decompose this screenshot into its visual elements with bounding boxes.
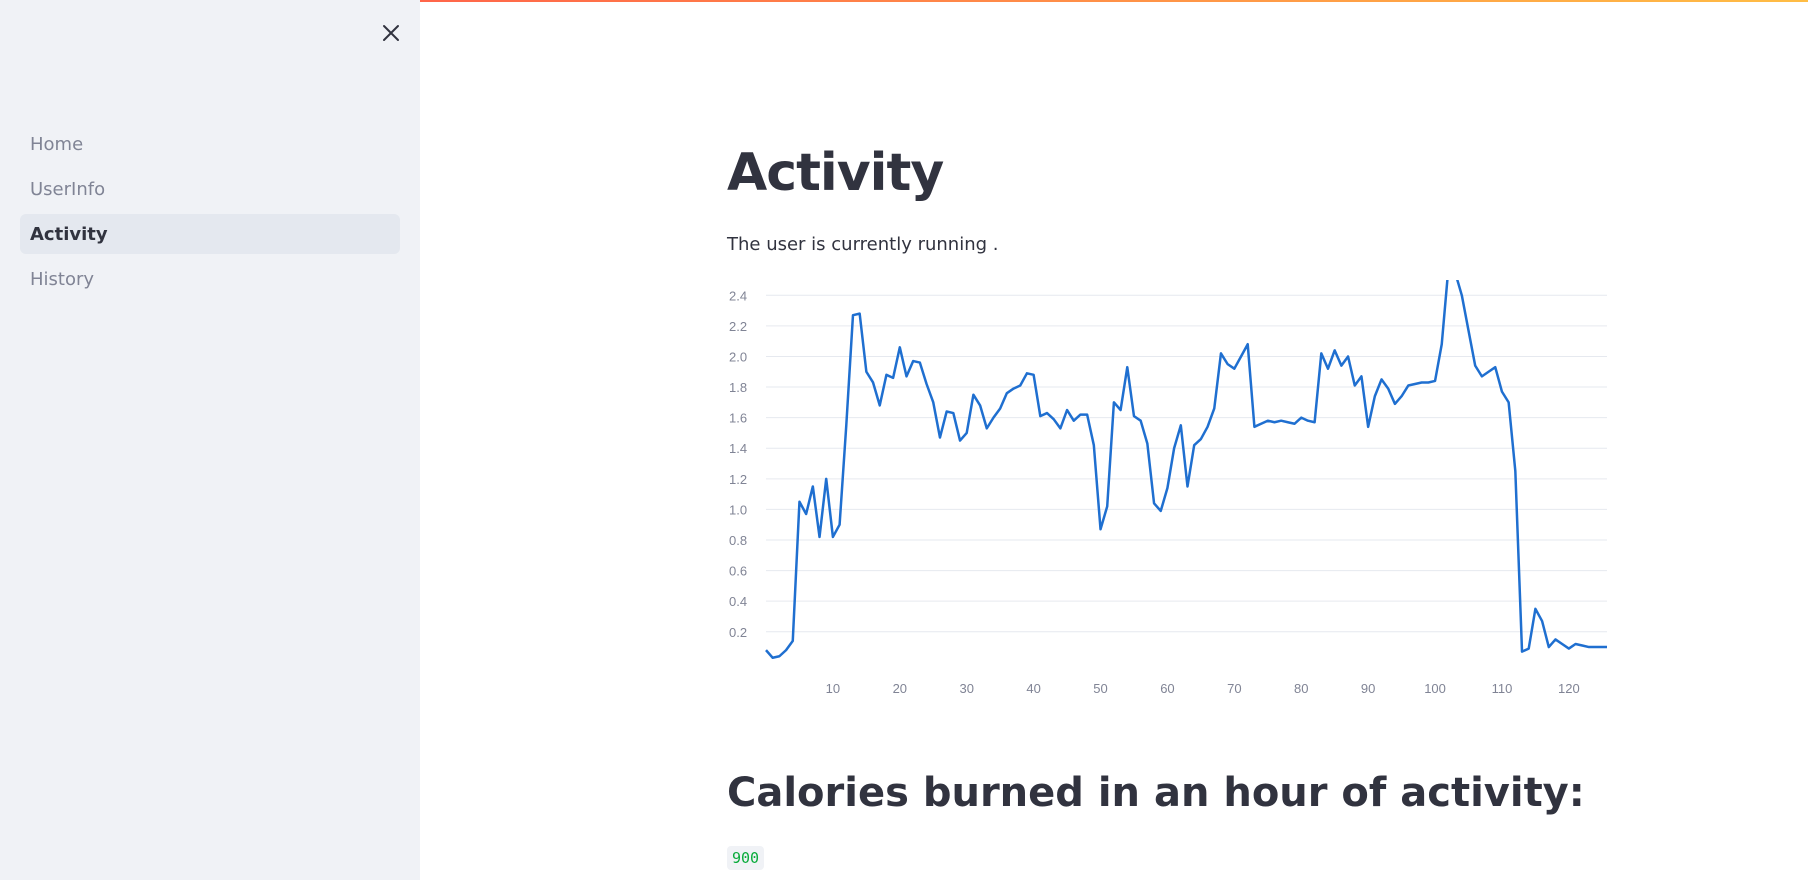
- calories-heading: Calories burned in an hour of activity:: [727, 770, 1585, 816]
- activity-status-text: The user is currently running .: [727, 234, 999, 255]
- x-tick-label: 50: [1093, 681, 1107, 696]
- series-line: [765, 280, 1607, 660]
- y-tick-label: 2.4: [729, 288, 747, 303]
- x-axis: 10 20 30 40 50 60 70 80 90 100 110 120: [826, 681, 1580, 696]
- close-sidebar-button[interactable]: [376, 18, 406, 48]
- x-tick-label: 40: [1026, 681, 1040, 696]
- sidebar-item-label: UserInfo: [30, 178, 106, 200]
- sidebar-item-label: Activity: [30, 223, 108, 245]
- page-title: Activity: [727, 143, 944, 203]
- y-axis: 0.2 0.4 0.6 0.8 1.0 1.2 1.4 1.6 1.8 2.0 2.2 2.4: [729, 288, 747, 639]
- calories-value: 900: [727, 846, 765, 870]
- y-tick-label: 1.4: [729, 441, 747, 456]
- sidebar: Home UserInfo Activity History: [0, 0, 420, 880]
- x-tick-label: 110: [1492, 681, 1513, 696]
- y-tick-label: 1.0: [729, 502, 747, 517]
- sidebar-item-userinfo[interactable]: UserInfo: [20, 169, 400, 209]
- chart-series: [765, 280, 1607, 660]
- sidebar-item-label: Home: [30, 133, 84, 155]
- sidebar-item-history[interactable]: History: [20, 259, 400, 299]
- activity-line-chart[interactable]: 0.2 0.4 0.6 0.8 1.0 1.2 1.4 1.6 1.8 2.0 2.2 2.4 10 2…: [727, 280, 1607, 700]
- chart-grid: [766, 294, 1607, 633]
- x-tick-label: 10: [826, 681, 840, 696]
- sidebar-item-home[interactable]: Home: [20, 124, 400, 164]
- y-tick-label: 0.2: [729, 625, 747, 640]
- x-tick-label: 100: [1424, 681, 1446, 696]
- y-tick-label: 2.0: [729, 349, 747, 364]
- y-tick-label: 0.6: [729, 564, 747, 579]
- y-tick-label: 1.6: [729, 411, 747, 426]
- top-decoration-bar: [0, 0, 1808, 2]
- sidebar-item-label: History: [30, 268, 95, 290]
- y-tick-label: 1.2: [729, 472, 747, 487]
- close-icon: [383, 25, 399, 41]
- y-tick-label: 2.2: [729, 319, 747, 334]
- x-tick-label: 60: [1160, 681, 1174, 696]
- x-tick-label: 90: [1361, 681, 1375, 696]
- sidebar-nav: Home UserInfo Activity History: [20, 124, 400, 304]
- x-tick-label: 70: [1227, 681, 1241, 696]
- x-tick-label: 30: [959, 681, 973, 696]
- x-tick-label: 20: [893, 681, 907, 696]
- x-tick-label: 120: [1558, 681, 1580, 696]
- x-tick-label: 80: [1294, 681, 1308, 696]
- y-tick-label: 0.4: [729, 594, 747, 609]
- y-tick-label: 1.8: [729, 380, 747, 395]
- y-tick-label: 0.8: [729, 533, 747, 548]
- sidebar-item-activity[interactable]: Activity: [20, 214, 400, 254]
